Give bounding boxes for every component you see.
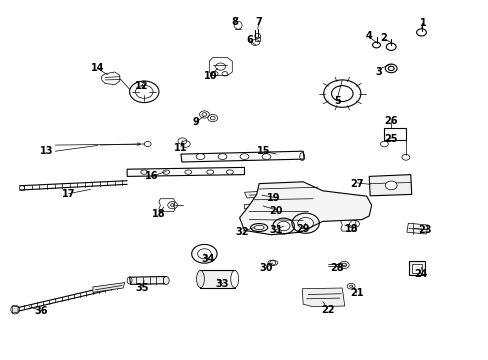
Text: 21: 21 xyxy=(349,288,363,298)
Ellipse shape xyxy=(184,170,191,174)
Polygon shape xyxy=(127,167,244,176)
Text: 28: 28 xyxy=(330,263,344,273)
Ellipse shape xyxy=(240,154,248,159)
Text: 25: 25 xyxy=(384,134,397,144)
Bar xyxy=(384,128,406,140)
Bar xyxy=(408,261,424,275)
Text: 2: 2 xyxy=(380,33,386,43)
Text: 5: 5 xyxy=(333,96,340,106)
Polygon shape xyxy=(12,306,18,313)
Bar xyxy=(411,264,422,273)
Text: 15: 15 xyxy=(257,146,270,156)
Text: 3: 3 xyxy=(375,67,382,77)
Text: 23: 23 xyxy=(418,225,431,235)
Text: 31: 31 xyxy=(269,225,283,235)
Bar xyxy=(255,37,260,41)
Text: 11: 11 xyxy=(174,143,187,153)
Text: 13: 13 xyxy=(40,146,53,156)
Ellipse shape xyxy=(196,270,204,288)
Text: 16: 16 xyxy=(144,171,158,181)
Text: 32: 32 xyxy=(235,227,248,237)
Text: 10: 10 xyxy=(203,71,217,81)
Polygon shape xyxy=(406,223,427,234)
Text: 33: 33 xyxy=(215,279,229,289)
Ellipse shape xyxy=(141,170,147,174)
Ellipse shape xyxy=(196,154,204,159)
Text: 27: 27 xyxy=(349,179,363,189)
Text: 18: 18 xyxy=(152,209,165,219)
Text: 36: 36 xyxy=(35,306,48,316)
Polygon shape xyxy=(129,276,167,284)
Bar xyxy=(200,270,234,288)
Ellipse shape xyxy=(262,154,270,159)
Text: 19: 19 xyxy=(266,193,280,203)
Polygon shape xyxy=(302,288,344,307)
Polygon shape xyxy=(239,182,371,235)
Text: 26: 26 xyxy=(384,116,397,126)
Text: 35: 35 xyxy=(135,283,148,293)
Polygon shape xyxy=(244,191,273,198)
Ellipse shape xyxy=(230,270,238,288)
Polygon shape xyxy=(93,283,124,292)
Polygon shape xyxy=(181,151,304,162)
Text: 8: 8 xyxy=(231,17,238,27)
Text: 22: 22 xyxy=(320,305,334,315)
Text: 20: 20 xyxy=(269,206,283,216)
Ellipse shape xyxy=(206,170,213,174)
Text: 12: 12 xyxy=(135,81,148,91)
Text: 7: 7 xyxy=(255,17,262,27)
Ellipse shape xyxy=(163,170,169,174)
Text: 9: 9 xyxy=(192,117,199,127)
Ellipse shape xyxy=(226,170,233,174)
Polygon shape xyxy=(244,203,264,209)
Text: 4: 4 xyxy=(365,31,372,41)
Ellipse shape xyxy=(163,276,169,284)
Text: 30: 30 xyxy=(259,263,273,273)
Ellipse shape xyxy=(218,154,226,159)
Text: 1: 1 xyxy=(419,18,426,28)
Text: 17: 17 xyxy=(61,189,75,199)
Circle shape xyxy=(385,181,396,190)
Polygon shape xyxy=(368,175,411,196)
Text: 6: 6 xyxy=(245,35,252,45)
Text: 29: 29 xyxy=(296,224,309,234)
Text: 24: 24 xyxy=(413,269,427,279)
Text: 18: 18 xyxy=(345,224,358,234)
Text: 14: 14 xyxy=(91,63,104,73)
Text: 34: 34 xyxy=(201,254,214,264)
